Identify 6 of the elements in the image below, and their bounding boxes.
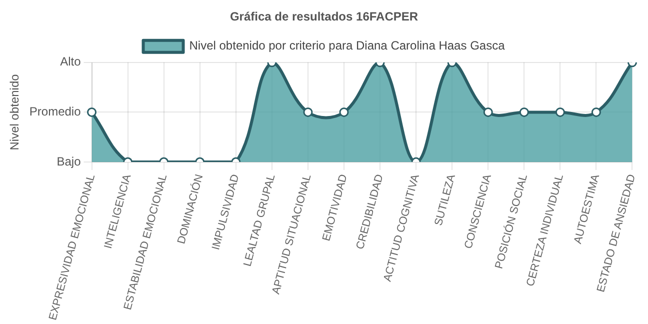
category-label: Alto: [60, 54, 81, 69]
category-label: Promedio: [29, 104, 81, 119]
chart-title: Gráfica de resultados 16FACPER: [230, 10, 418, 24]
category-label: Bajo: [56, 154, 81, 168]
y-axis-title: Nivel obtenido: [8, 74, 22, 150]
legend-label: Nivel obtenido por criterio para Diana Carolina Haas Gasca: [189, 38, 506, 53]
